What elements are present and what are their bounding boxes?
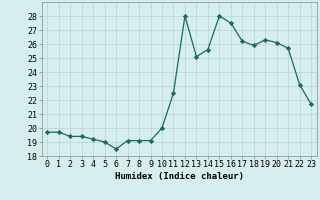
X-axis label: Humidex (Indice chaleur): Humidex (Indice chaleur) [115, 172, 244, 181]
